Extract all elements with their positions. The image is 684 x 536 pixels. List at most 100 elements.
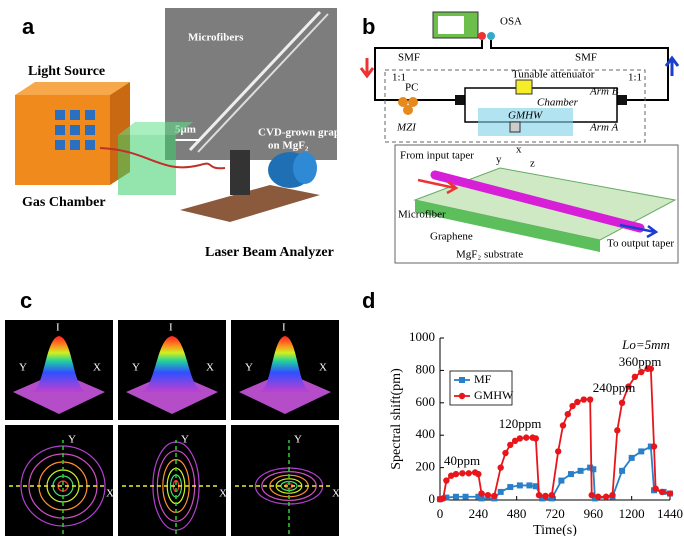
marker [568, 471, 574, 477]
text: OSA [500, 16, 522, 28]
text: Microfiber [398, 209, 446, 221]
osa-screen [438, 16, 464, 34]
x-tick-label: 0 [437, 506, 444, 521]
marker [523, 434, 529, 440]
marker [595, 494, 601, 500]
box-top [15, 82, 130, 95]
text: From input taper [400, 150, 474, 162]
port [487, 32, 495, 40]
marker [549, 492, 555, 498]
x-tick-label: 1200 [619, 506, 645, 521]
axis-label: Y [19, 362, 27, 374]
text: z [530, 158, 535, 170]
contour-image [118, 425, 226, 536]
y-axis-label: Spectral shift(pm) [389, 368, 404, 470]
text: y [496, 154, 502, 166]
text: MgF₂ substrate [456, 249, 523, 261]
axis-label: Y [294, 434, 302, 446]
text: Graphene [430, 231, 473, 243]
text: Microfibers [188, 32, 244, 44]
marker [614, 427, 620, 433]
marker [603, 494, 609, 500]
axis-label: X [332, 488, 340, 500]
annotation: 120ppm [499, 416, 542, 431]
marker [578, 468, 584, 474]
text: Arm A [589, 122, 618, 134]
axis-label: I [56, 322, 60, 334]
marker [651, 443, 657, 449]
legend-label: GMHW [474, 388, 514, 402]
marker [453, 494, 459, 500]
marker [558, 478, 564, 484]
marker [517, 482, 523, 488]
legend-marker [459, 393, 465, 399]
legend-marker [459, 377, 465, 383]
y-tick-label: 0 [429, 491, 436, 506]
text: Gas Chamber [22, 195, 106, 210]
x-tick-label: 960 [584, 506, 604, 521]
text: GMHW [508, 110, 543, 122]
axis-label: Y [68, 434, 76, 446]
text: x [516, 144, 522, 156]
panel-label: c [20, 288, 32, 313]
marker [555, 448, 561, 454]
coupler [617, 95, 627, 105]
x-tick-label: 1440 [657, 506, 683, 521]
marker [463, 494, 469, 500]
text: Arm B [589, 86, 619, 98]
marker [587, 396, 593, 402]
panel-b: b OSA SMF SMF PC 1:1 1:1 Tunable attenua… [361, 12, 678, 263]
text: Chamber [537, 97, 579, 109]
text: 1:1 [392, 72, 406, 84]
text: SMF [575, 52, 597, 64]
text: CVD-grown graphene [258, 127, 362, 139]
text: SMF [398, 52, 420, 64]
annotation: 240ppm [593, 380, 636, 395]
port [478, 32, 486, 40]
marker [502, 450, 508, 456]
text: Light Source [28, 64, 105, 79]
marker [497, 464, 503, 470]
marker [574, 399, 580, 405]
axis-label: Y [181, 434, 189, 446]
axis-label: X [106, 488, 114, 500]
marker [609, 492, 615, 498]
marker [440, 495, 446, 501]
figure: a Microfibers 5μm CVD-grown graphene on … [0, 0, 684, 536]
marker [560, 422, 566, 428]
marker [589, 492, 595, 498]
analyzer [293, 152, 317, 184]
marker [475, 471, 481, 477]
marker [536, 492, 542, 498]
marker [659, 489, 665, 495]
attenuator [516, 80, 532, 94]
marker [517, 435, 523, 441]
axis-label: X [93, 362, 101, 374]
y-tick-label: 200 [416, 459, 436, 474]
marker [638, 369, 644, 375]
x-tick-label: 480 [507, 506, 527, 521]
axis-label: Y [245, 362, 253, 374]
y-tick-label: 400 [416, 426, 436, 441]
x-axis-label: Time(s) [533, 523, 577, 536]
marker [533, 435, 539, 441]
x-tick-label: 240 [469, 506, 489, 521]
panel-label: d [362, 288, 375, 313]
coupler [455, 95, 465, 105]
text: MZI [396, 122, 417, 134]
marker [507, 484, 513, 490]
axis-label: X [206, 362, 214, 374]
marker [565, 411, 571, 417]
marker [478, 490, 484, 496]
text: 1:1 [628, 72, 642, 84]
marker [542, 493, 548, 499]
panel-a: a Microfibers 5μm CVD-grown graphene on … [15, 8, 362, 260]
marker [629, 455, 635, 461]
text: PC [405, 82, 418, 94]
text: Tunable attenuator [512, 69, 595, 81]
y-tick-label: 1000 [409, 329, 435, 344]
contour-image [231, 425, 339, 536]
marker [526, 482, 532, 488]
legend-label: MF [474, 372, 492, 386]
